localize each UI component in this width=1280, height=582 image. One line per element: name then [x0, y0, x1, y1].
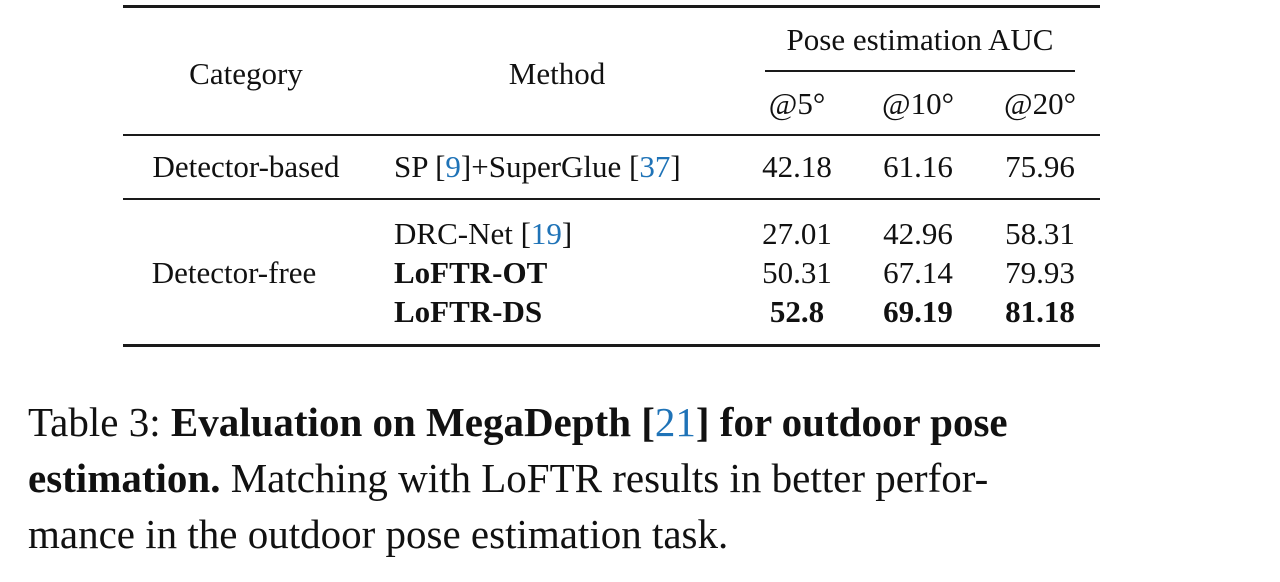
caption-title: estimation. [28, 455, 221, 501]
value-auc-5: 50.31 [762, 255, 832, 290]
header-group-underline [765, 70, 1075, 72]
header-auc-5: @5° [768, 86, 826, 121]
caption-title: ] for outdoor pose [695, 399, 1008, 445]
value-auc-20: 58.31 [1005, 216, 1075, 251]
caption-title: Evaluation on MegaDepth [ [170, 399, 655, 445]
table-top-rule [123, 5, 1100, 8]
category-detector-based: Detector-based [152, 149, 340, 184]
header-auc-20: @20° [1004, 86, 1076, 121]
method-loftr-ds: LoFTR-DS [394, 294, 543, 329]
caption-body: Matching with LoFTR results in better pe… [230, 455, 989, 501]
header-pose-estimation-auc: Pose estimation AUC [786, 22, 1054, 57]
caption-line: estimation. Matching with LoFTR results … [28, 450, 1268, 506]
value-auc-20: 81.18 [1005, 294, 1075, 329]
method-text: ] [670, 149, 681, 184]
value-auc-10: 67.14 [883, 255, 953, 290]
caption-label: Table 3: [28, 399, 161, 445]
value-auc-5: 52.8 [769, 294, 825, 329]
value-auc-10: 42.96 [883, 216, 953, 251]
table-row: DRC-Net [19] [394, 216, 572, 252]
value-auc-10: 69.19 [883, 294, 953, 329]
caption-line: mance in the outdoor pose estimation tas… [28, 506, 1268, 562]
method-text: DRC-Net [ [394, 216, 531, 251]
reference-link[interactable]: 21 [654, 399, 696, 445]
header-category: Category [189, 56, 303, 91]
value-auc-20: 79.93 [1005, 255, 1075, 290]
method-text: ] [561, 216, 573, 251]
table-header-rule [123, 134, 1100, 136]
caption-line: Table 3: Evaluation on MegaDepth [21] fo… [28, 394, 1268, 450]
header-auc-10: @10° [882, 86, 954, 121]
value-auc-10: 61.16 [883, 149, 953, 184]
category-detector-free: Detector-free [151, 255, 317, 290]
method-text: ]+SuperGlue [ [460, 149, 640, 184]
table-bottom-rule [123, 344, 1100, 347]
value-auc-5: 27.01 [762, 216, 832, 251]
table-row: SP [9]+SuperGlue [37] [394, 149, 681, 185]
method-text: SP [ [394, 149, 446, 184]
header-method: Method [508, 56, 606, 91]
method-loftr-ot: LoFTR-OT [394, 255, 548, 290]
reference-link[interactable]: 37 [639, 149, 671, 184]
table-group-rule [123, 198, 1100, 200]
value-auc-5: 42.18 [762, 149, 832, 184]
caption-body: mance in the outdoor pose estimation tas… [28, 511, 729, 557]
table-caption: Table 3: Evaluation on MegaDepth [21] fo… [28, 394, 1268, 562]
value-auc-20: 75.96 [1005, 149, 1075, 184]
reference-link[interactable]: 9 [445, 149, 461, 184]
reference-link[interactable]: 19 [530, 216, 562, 251]
